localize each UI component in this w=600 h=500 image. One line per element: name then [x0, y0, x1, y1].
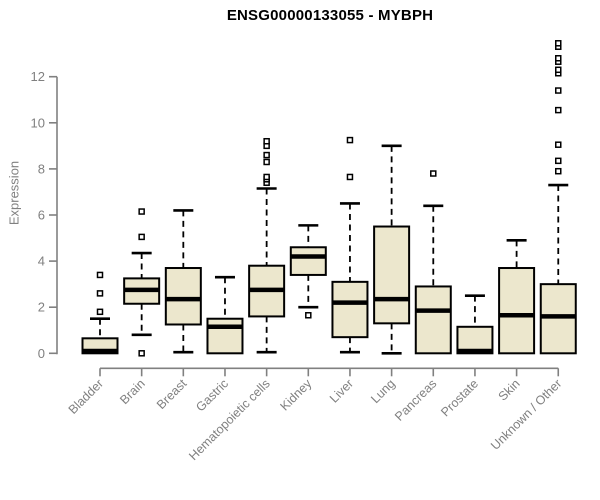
- x-tick-label: Skin: [496, 376, 523, 403]
- outlier-point: [555, 106, 562, 114]
- outlier-point: [555, 55, 562, 62]
- outlier-point: [555, 141, 562, 148]
- box-unknown-other: [539, 283, 577, 355]
- x-tick-label: Bladder: [66, 377, 106, 417]
- outlier-point: [263, 173, 270, 181]
- x-tick-label: Liver: [327, 377, 356, 406]
- y-tick-label: 4: [38, 254, 45, 269]
- x-tick-label: Brain: [117, 376, 148, 407]
- x-tick-label: Breast: [154, 376, 190, 412]
- x-tick-label: Lung: [368, 376, 398, 406]
- y-tick-label: 2: [38, 300, 45, 315]
- outlier-point: [555, 167, 562, 175]
- outlier-point: [263, 137, 270, 145]
- x-tick-label: Prostate: [438, 376, 481, 419]
- outlier-point: [138, 208, 145, 215]
- outlier-point: [555, 87, 562, 94]
- box-liver: [331, 280, 369, 339]
- y-tick-label: 12: [31, 69, 45, 84]
- y-tick-label: 10: [31, 115, 45, 130]
- box-pancreas: [414, 285, 452, 355]
- outlier-point: [96, 271, 104, 279]
- outlier-point: [305, 312, 312, 319]
- y-tick-label: 0: [38, 346, 45, 361]
- outlier-point: [96, 308, 104, 316]
- box-kidney: [289, 246, 327, 276]
- outlier-point: [263, 151, 270, 159]
- box-skin: [498, 267, 536, 355]
- box-lung: [373, 225, 411, 325]
- chart-title: ENSG00000133055 - MYBPH: [226, 7, 434, 24]
- y-tick-label: 8: [38, 161, 45, 176]
- outlier-point: [430, 170, 437, 177]
- y-tick-label: 6: [38, 208, 45, 223]
- outlier-point: [263, 158, 270, 166]
- outlier-point: [138, 350, 145, 357]
- outlier-point: [346, 173, 354, 181]
- outlier-point: [96, 290, 104, 297]
- x-tick-label: Hematopoietic cells: [186, 377, 273, 464]
- outlier-point: [346, 136, 354, 144]
- outlier-point: [555, 157, 562, 165]
- box-breast: [164, 267, 202, 326]
- outlier-point: [138, 233, 145, 241]
- outlier-point: [555, 40, 562, 47]
- x-tick-label: Unknown / Other: [488, 377, 564, 453]
- x-tick-label: Pancreas: [392, 377, 439, 424]
- outlier-point: [555, 66, 562, 74]
- x-tick-label: Kidney: [277, 376, 314, 413]
- box-gastric: [206, 317, 244, 355]
- x-tick-label: Gastric: [193, 377, 231, 415]
